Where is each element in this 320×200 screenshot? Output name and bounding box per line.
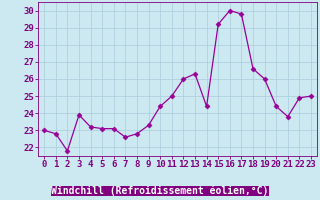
Text: Windchill (Refroidissement éolien,°C): Windchill (Refroidissement éolien,°C) [51,186,269,196]
